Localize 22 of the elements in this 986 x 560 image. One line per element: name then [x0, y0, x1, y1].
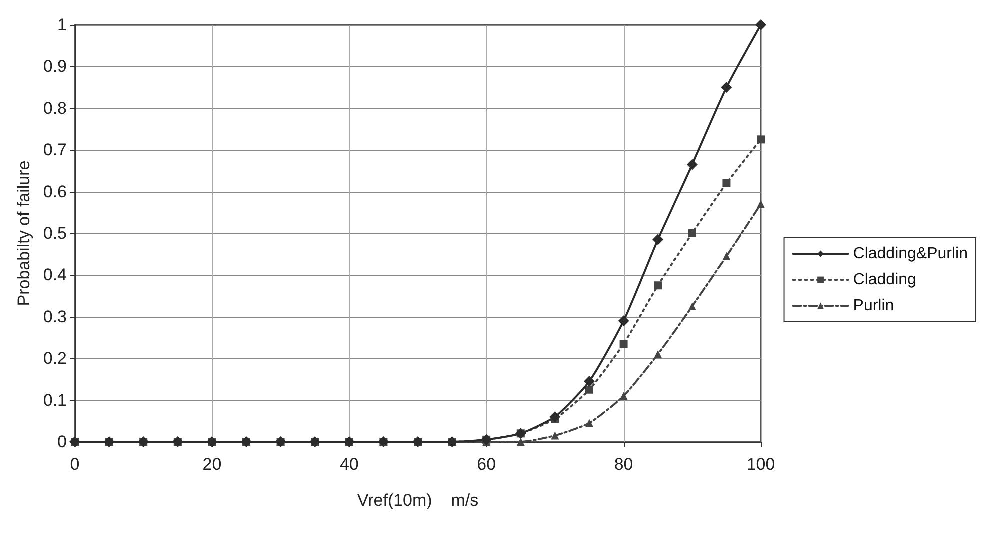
x-tick-label: 100 [746, 455, 776, 474]
y-tick-label: 0.2 [43, 349, 67, 368]
y-tick-label: 0.6 [43, 182, 67, 202]
y-tick-label: 0.9 [43, 57, 67, 76]
y-axis-title: Probabilty of failure [14, 160, 34, 306]
y-tick-label: 0.4 [43, 266, 67, 285]
x-tick-label: 20 [202, 455, 222, 474]
y-tick-label: 0.1 [43, 390, 67, 410]
y-tick-label: 1 [58, 16, 67, 34]
x-tick-label: 0 [70, 455, 80, 474]
x-axis-title: Vref(10m) m/s [357, 491, 479, 510]
y-tick-label: 0 [58, 432, 67, 452]
x-tick-label: 60 [477, 455, 496, 474]
y-tick-label: 0.3 [43, 307, 67, 326]
y-tick-label: 0.5 [43, 224, 67, 243]
y-tick-label: 0.8 [43, 98, 67, 118]
legend-label: Cladding [853, 272, 916, 288]
x-tick-label: 80 [614, 455, 634, 474]
legend-label: Purlin [853, 298, 894, 314]
y-tick-label: 0.7 [43, 140, 67, 160]
x-tick-label: 40 [340, 455, 359, 474]
legend-label: Cladding&Purlin [853, 246, 968, 262]
